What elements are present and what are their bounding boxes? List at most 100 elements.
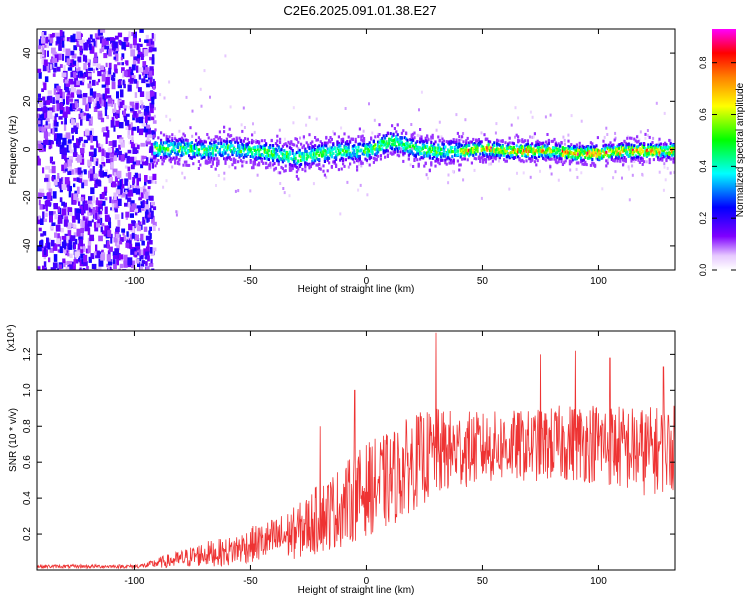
spectrogram-cell	[178, 142, 181, 146]
spectrogram-cell	[131, 260, 136, 269]
spectrogram-cell	[108, 141, 113, 146]
colorbar-label: Normalized spectral amplitude	[735, 82, 746, 217]
spectrogram-cell	[343, 152, 346, 156]
spectrogram-cell	[108, 176, 113, 184]
spectrogram-cell	[602, 149, 605, 153]
spectrogram-cell	[43, 145, 46, 152]
spectrogram-cell	[372, 160, 375, 164]
spectrogram-cell	[82, 73, 86, 79]
spectrogram-cell	[596, 155, 599, 159]
spectrogram-cell	[80, 227, 84, 233]
spectrogram-cell	[495, 122, 498, 126]
spectrogram-cell	[623, 156, 626, 159]
spectrogram-cell	[626, 143, 629, 147]
spectrogram-cell	[291, 152, 294, 155]
spectrogram-cell	[591, 158, 594, 161]
spectrogram-cell	[312, 155, 315, 159]
spectrogram-cell	[571, 147, 574, 151]
spectrogram-cell	[248, 150, 251, 154]
spectrogram-cell	[637, 139, 640, 143]
spectrogram-cell	[249, 189, 252, 193]
spectrogram-cell	[59, 89, 63, 97]
spectrogram-cell	[269, 165, 272, 169]
spectrogram-cell	[127, 257, 133, 266]
spectrogram-cell	[93, 251, 97, 256]
spectrogram-cell	[576, 175, 579, 179]
spectrogram-cell	[157, 153, 160, 157]
spectrogram-cell	[133, 56, 138, 62]
spectrogram-cell	[596, 148, 599, 152]
spectrogram-cell	[389, 151, 392, 155]
spectrogram-cell	[147, 241, 150, 247]
spectrogram-cell	[225, 142, 228, 146]
spectrogram-cell	[41, 38, 46, 44]
spectrogram-cell	[74, 259, 79, 264]
spectrogram-cell	[580, 156, 583, 160]
spectrogram-cell	[546, 133, 549, 136]
spectrogram-cell	[227, 144, 230, 148]
spectrogram-cell	[148, 70, 153, 78]
spectrogram-cell	[414, 147, 417, 151]
spectrogram-cell	[391, 143, 394, 146]
spectrogram-cell	[657, 157, 660, 161]
spectrogram-cell	[413, 154, 416, 158]
spectrogram-cell	[510, 154, 513, 158]
spectrogram-cell	[438, 162, 441, 166]
spectrogram-cell	[539, 150, 542, 154]
spectrogram-cell	[67, 187, 70, 192]
spectrogram-cell	[465, 145, 468, 149]
spectrogram-cell	[582, 145, 585, 149]
spectrogram-cell	[143, 188, 147, 195]
spectrogram-cell	[104, 228, 109, 237]
spectrogram-cell	[437, 158, 440, 162]
spectrogram-cell	[43, 261, 47, 267]
spectrogram-cell	[647, 153, 650, 157]
spectrogram-cell	[402, 152, 405, 156]
spectrogram-cell	[575, 161, 578, 165]
spectrogram-cell	[202, 145, 205, 149]
spectrogram-cell	[97, 267, 101, 270]
spectrogram-cell	[246, 137, 249, 141]
spectrogram-cell	[430, 135, 433, 139]
spectrogram-cell	[410, 123, 413, 126]
spectrogram-cell	[661, 146, 664, 150]
spectrogram-cell	[210, 138, 213, 142]
spectrogram-cell	[475, 157, 478, 161]
spectrogram-cell	[40, 233, 44, 237]
snr-line	[37, 332, 675, 570]
spectrogram-cell	[424, 139, 427, 143]
spectrogram-x-ticks: -100 -50 0 50 100	[124, 29, 607, 287]
spectrogram-cell	[347, 151, 350, 155]
spectrogram-cell	[665, 147, 668, 151]
spectrogram-cell	[228, 155, 231, 159]
spectrogram-cell	[153, 160, 156, 164]
spectrogram-cell	[402, 129, 405, 133]
spectrogram-cell	[80, 158, 85, 165]
spectrogram-cell	[617, 143, 620, 147]
spectrogram-cell	[533, 132, 536, 136]
spectrogram-cell	[224, 161, 227, 165]
spectrogram-cell	[78, 178, 83, 183]
spectrogram-cell	[322, 153, 325, 157]
spectrogram-cell	[367, 152, 370, 156]
spectrogram-cell	[589, 145, 592, 149]
spectrogram-cell	[588, 146, 591, 150]
spectrogram-cell	[169, 157, 172, 161]
spectrogram-cell	[220, 145, 223, 149]
spectrogram-cell	[417, 152, 420, 156]
spectrogram-cell	[508, 155, 511, 159]
spectrogram-cell	[123, 83, 126, 89]
spectrogram-cell	[580, 158, 583, 162]
spectrogram-cell	[325, 175, 328, 179]
spectrogram-cell	[61, 241, 67, 248]
spectrogram-cell	[521, 145, 524, 149]
spectrogram-cell	[416, 151, 419, 155]
spectrogram-cell	[204, 161, 207, 165]
spectrogram-cell	[413, 157, 416, 161]
spectrogram-cell	[634, 155, 637, 159]
spectrogram-cell	[392, 133, 395, 137]
spectrogram-cell	[283, 169, 286, 173]
spectrogram-cell	[544, 115, 547, 119]
spectrogram-cell	[382, 149, 385, 153]
spectrogram-cell	[60, 214, 64, 220]
